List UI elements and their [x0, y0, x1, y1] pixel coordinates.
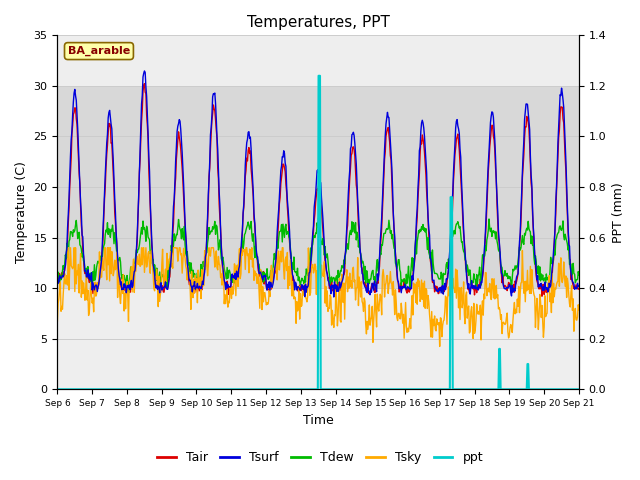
- Title: Temperatures, PPT: Temperatures, PPT: [247, 15, 390, 30]
- Y-axis label: PPT (mm): PPT (mm): [612, 182, 625, 243]
- X-axis label: Time: Time: [303, 414, 333, 427]
- Bar: [58, 36, 579, 389]
- Y-axis label: Temperature (C): Temperature (C): [15, 161, 28, 263]
- Legend: Tair, Tsurf, Tdew, Tsky, ppt: Tair, Tsurf, Tdew, Tsky, ppt: [152, 446, 488, 469]
- Bar: [58, 86, 579, 288]
- Text: BA_arable: BA_arable: [68, 46, 130, 56]
